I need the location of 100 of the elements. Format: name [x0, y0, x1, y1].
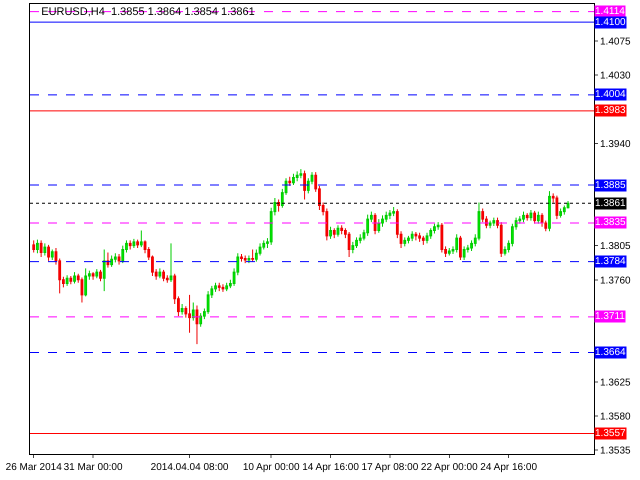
candlestick [188, 294, 191, 334]
ref-line-label: 1.3711 [595, 311, 626, 322]
y-tick-label: 1.3625 [600, 378, 632, 389]
ref-line-label: 1.3835 [595, 217, 626, 228]
candlestick [47, 244, 50, 262]
candlestick [244, 255, 247, 264]
x-tick-label: 26 Mar 2014 [6, 462, 62, 473]
candlestick [429, 228, 432, 240]
y-tick-label: 1.3760 [600, 275, 632, 286]
candlestick [128, 240, 132, 250]
candlestick [296, 170, 299, 182]
ref-line-label: 1.3664 [595, 347, 626, 358]
candlestick [455, 234, 458, 253]
candlestick [248, 255, 250, 264]
candlestick [43, 242, 46, 256]
candlestick [462, 246, 466, 261]
candlestick [170, 242, 172, 283]
candlestick [548, 190, 551, 232]
candlestick [196, 305, 198, 345]
candlestick [422, 235, 425, 246]
candlestick [562, 205, 566, 216]
y-tick-label: 1.4030 [600, 70, 632, 82]
candlestick [118, 254, 120, 266]
candlestick [73, 272, 76, 284]
candlestick [533, 210, 536, 224]
candlestick [332, 228, 336, 239]
candlestick [336, 224, 340, 238]
ref-line-label: 1.3861 [595, 198, 626, 209]
candlestick [132, 238, 136, 248]
x-tick-label: 17 Apr 08:00 [362, 462, 419, 473]
y-tick-label: 1.3535 [600, 446, 632, 457]
candlestick [162, 269, 165, 282]
candlestick [158, 268, 162, 279]
candlestick [500, 222, 503, 258]
candlestick [540, 212, 544, 228]
ref-line-label: 1.3784 [595, 256, 626, 267]
candlestick [303, 170, 306, 200]
candlestick [329, 226, 332, 240]
ref-line-label: 1.4114 [595, 6, 626, 17]
x-tick-label: 14 Apr 16:00 [302, 462, 360, 473]
candlestick [351, 241, 354, 254]
candlestick [50, 248, 54, 261]
candlestick [192, 302, 195, 322]
candlestick [102, 248, 106, 292]
candlestick [522, 211, 525, 223]
ref-line-label: 1.3885 [595, 180, 626, 191]
candlestick [388, 210, 392, 220]
ref-line-label: 1.3983 [595, 105, 626, 116]
x-tick-label: 22 Apr 00:00 [420, 462, 478, 473]
chart-title: EURUSD,H4 1.3855 1.3864 1.3854 1.3861 [41, 6, 255, 18]
candlestick [555, 195, 558, 220]
candlestick [530, 210, 532, 222]
candlestick [180, 304, 184, 316]
candlestick [340, 224, 344, 235]
candlestick [136, 239, 140, 248]
candlestick [218, 282, 221, 292]
candlestick [106, 252, 110, 268]
candlestick [426, 232, 428, 244]
candlestick [436, 222, 440, 230]
candlestick [418, 232, 422, 242]
candlestick [99, 269, 102, 282]
candlestick [114, 252, 117, 263]
candlestick [459, 235, 462, 261]
candlestick [288, 176, 292, 186]
candlestick [526, 212, 529, 222]
candlestick [251, 248, 254, 262]
x-tick-label: 24 Apr 16:00 [480, 462, 538, 473]
candlestick [488, 220, 492, 229]
candlestick [40, 240, 43, 258]
candlestick [110, 255, 114, 268]
candlestick [536, 211, 540, 224]
candlestick [80, 276, 84, 303]
candlestick [69, 275, 72, 285]
candlestick [414, 232, 418, 241]
candlestick [440, 222, 444, 253]
ref-line-label: 1.4004 [595, 89, 626, 100]
candlestick [448, 247, 451, 256]
candlestick [403, 236, 406, 247]
candlestick [36, 239, 39, 254]
candlestick [199, 312, 202, 328]
candlestick [348, 232, 351, 258]
candlestick [292, 173, 295, 186]
y-tick-label: 1.3805 [600, 241, 632, 252]
candlestick [225, 282, 228, 292]
ref-line-label: 1.3557 [595, 428, 626, 439]
candlestick [66, 274, 69, 286]
candlestick [95, 268, 98, 279]
y-tick-label: 1.4075 [600, 36, 632, 48]
ref-line-label: 1.4100 [595, 17, 626, 28]
candlestick [240, 254, 243, 262]
candlestick [222, 284, 224, 292]
x-tick-label: 10 Apr 00:00 [242, 462, 300, 473]
candlestick [366, 214, 370, 236]
y-tick-label: 1.3580 [600, 412, 632, 423]
candlestick [32, 240, 36, 253]
candlestick [384, 211, 388, 223]
y-tick-label: 1.3940 [600, 138, 632, 150]
candlestick [358, 234, 362, 244]
candlestick [492, 217, 496, 226]
x-tick-label: 2014.04.04 08:00 [150, 462, 229, 473]
